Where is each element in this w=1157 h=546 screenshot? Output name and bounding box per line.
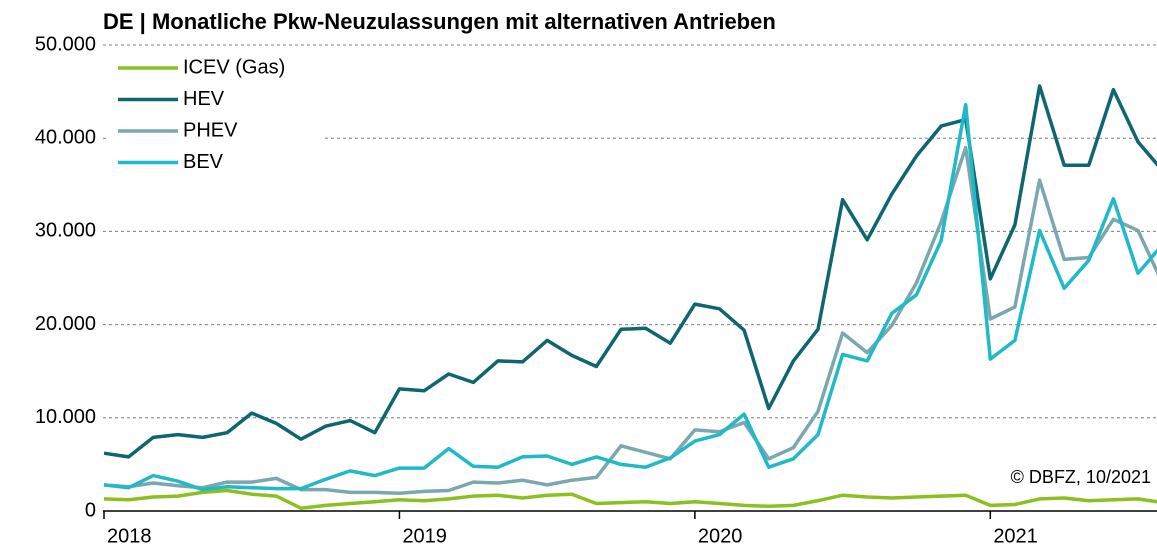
y-tick-label: 30.000 (35, 220, 96, 242)
plot-lines (103, 84, 1157, 510)
legend-box (108, 52, 322, 180)
y-tick-label: 20.000 (35, 313, 96, 335)
chart-title: DE | Monatliche Pkw-Neuzulassungen mit a… (103, 9, 776, 34)
x-tick-label: 2019 (402, 525, 447, 546)
x-tick-label: 2020 (698, 525, 743, 546)
line-series (103, 84, 1157, 459)
x-tick-label: 2018 (107, 525, 152, 546)
line-series (103, 488, 1157, 510)
x-tick-label: 2021 (993, 525, 1038, 546)
legend-label: BEV (183, 151, 224, 173)
legend-label: ICEV (Gas) (183, 56, 285, 78)
y-tick-label: 0 (85, 499, 96, 521)
legend-label: PHEV (183, 119, 238, 141)
y-tick-label: 40.000 (35, 126, 96, 148)
y-tick-label: 50.000 (35, 33, 96, 55)
line-series (103, 102, 1157, 492)
y-tick-label: 10.000 (35, 406, 96, 428)
source-annotation: © DBFZ, 10/2021 (1011, 467, 1151, 487)
line-series (103, 145, 1157, 496)
legend-label: HEV (183, 88, 225, 110)
